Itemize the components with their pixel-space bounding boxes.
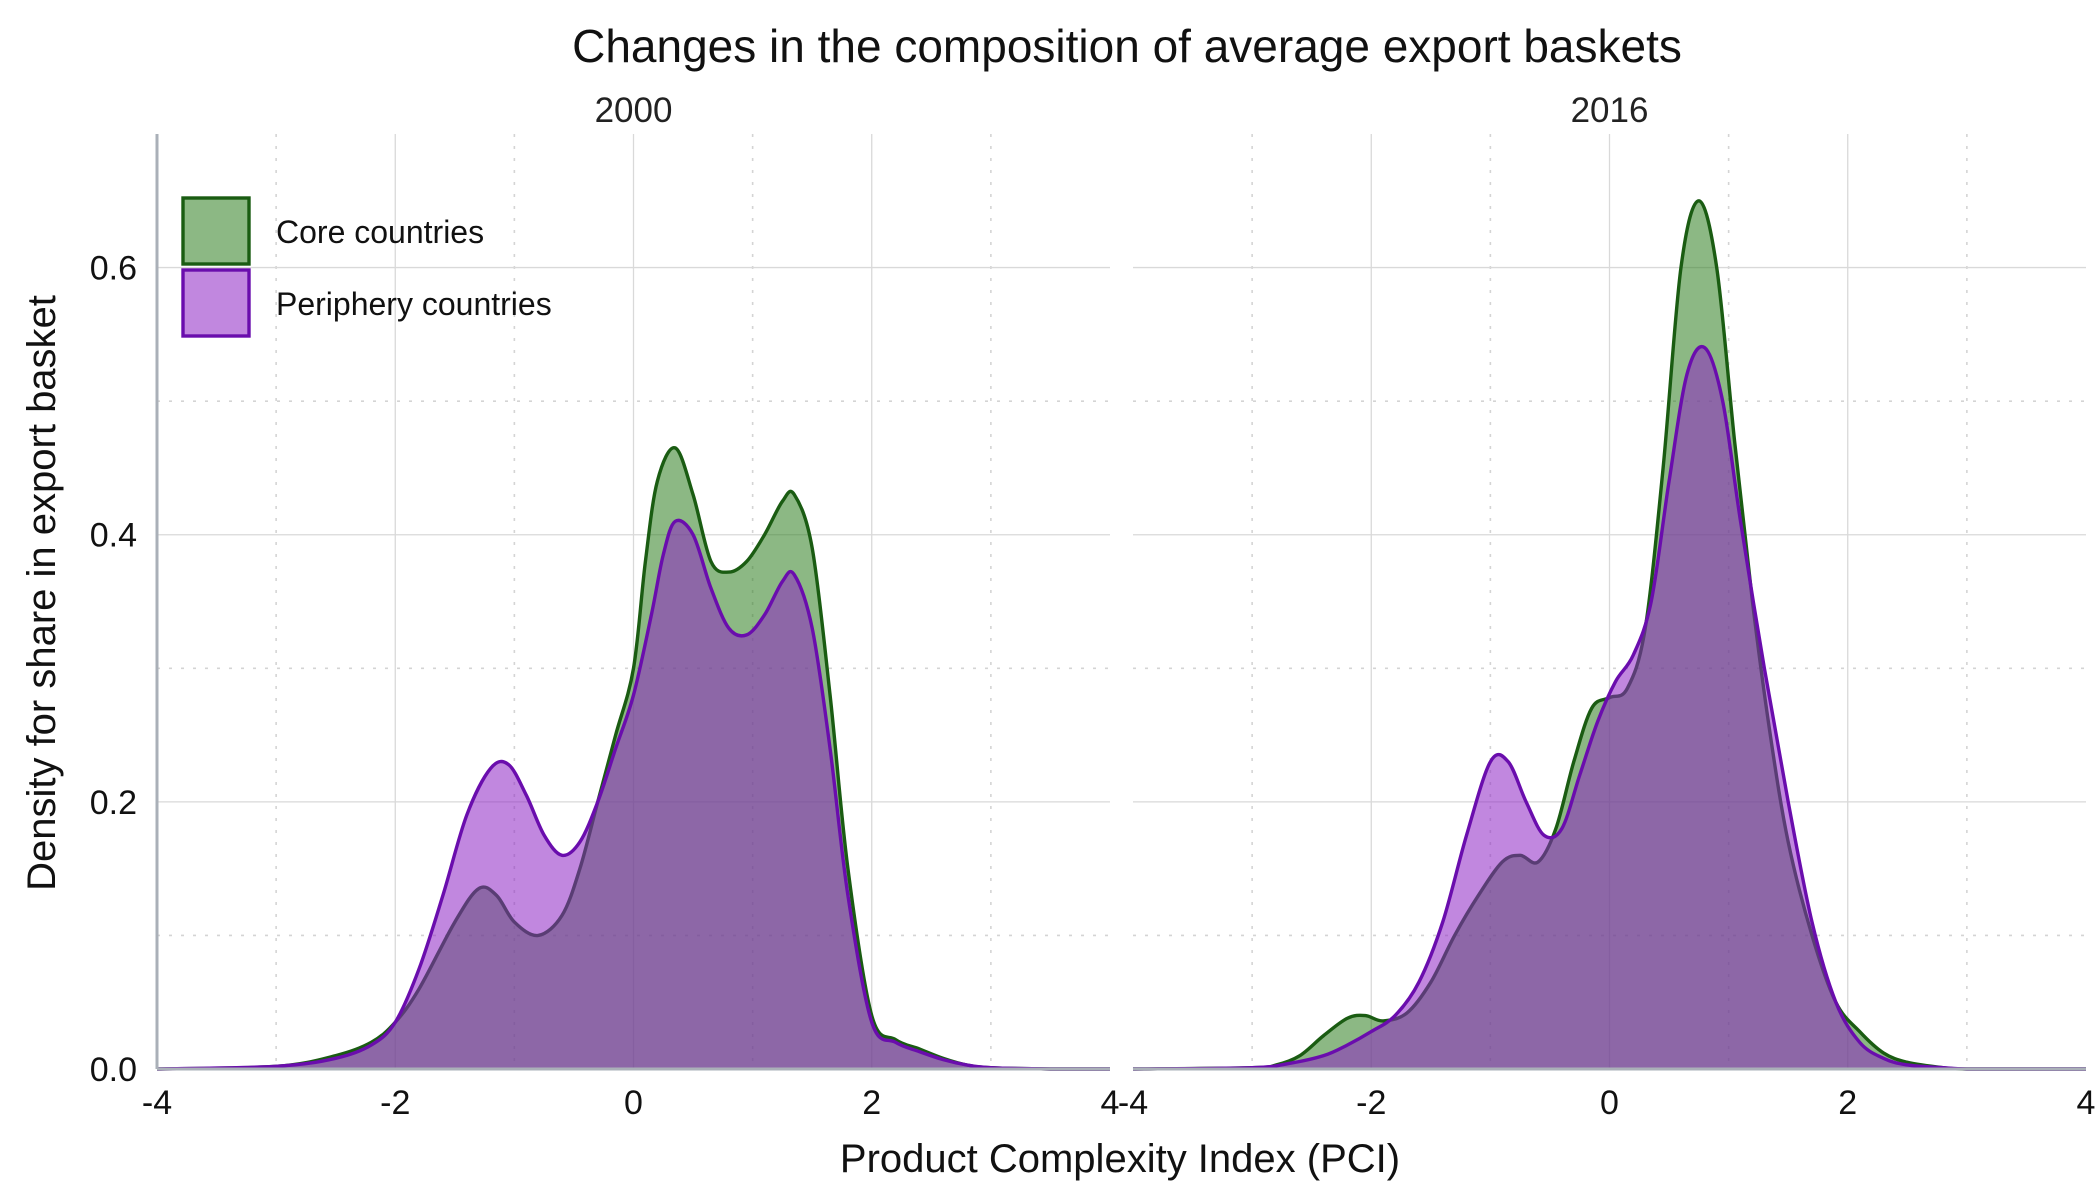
legend-label: Core countries — [276, 214, 484, 250]
x-tick-label: -2 — [1356, 1084, 1386, 1122]
area-periphery-countries-2016 — [1133, 346, 2086, 1070]
panel-label: 2000 — [595, 91, 673, 130]
chart-title: Changes in the composition of average ex… — [572, 20, 1682, 72]
x-tick-label: -4 — [142, 1084, 172, 1122]
y-axis-label: Density for share in export basket — [20, 295, 64, 891]
y-tick-label: 0.0 — [90, 1051, 137, 1089]
panel-2000: -4 -2 0 2 4 0.0 0.2 0.4 0.6 2000 — [90, 91, 1120, 1122]
panel-label: 2016 — [1571, 91, 1649, 130]
legend-swatch — [181, 196, 251, 266]
y-tick-label: 0.4 — [90, 517, 137, 555]
legend-swatch — [181, 268, 251, 338]
legend-item-periphery-countries: Periphery countries — [181, 268, 552, 338]
x-tick-label: -2 — [380, 1084, 410, 1122]
y-tick-label: 0.2 — [90, 784, 137, 822]
legend-label: Periphery countries — [276, 286, 552, 322]
x-axis-label: Product Complexity Index (PCI) — [840, 1137, 1400, 1181]
x-tick-label: 4 — [1101, 1084, 1120, 1122]
y-tick-label: 0.6 — [90, 250, 137, 288]
legend: Core countries Periphery countries — [181, 196, 552, 338]
line-periphery-countries-2000 — [156, 518, 1110, 1071]
line-periphery-countries-2016 — [1132, 344, 2086, 1071]
x-tick-label: 0 — [1600, 1084, 1619, 1122]
x-tick-label: 2 — [862, 1084, 881, 1122]
area-periphery-countries-2000 — [157, 520, 1110, 1069]
x-tick-label: 2 — [1838, 1084, 1857, 1122]
x-tick-label: 0 — [624, 1084, 643, 1122]
panels-layer: -4 -2 0 2 4 0.0 0.2 0.4 0.6 2000 -4 -2 0 2 4 2016 — [90, 91, 2096, 1122]
panel-2016: -4 -2 0 2 4 2016 — [1118, 91, 2096, 1122]
x-tick-label: -4 — [1118, 1084, 1148, 1122]
legend-item-core-countries: Core countries — [181, 196, 484, 266]
x-tick-label: 4 — [2077, 1084, 2096, 1122]
